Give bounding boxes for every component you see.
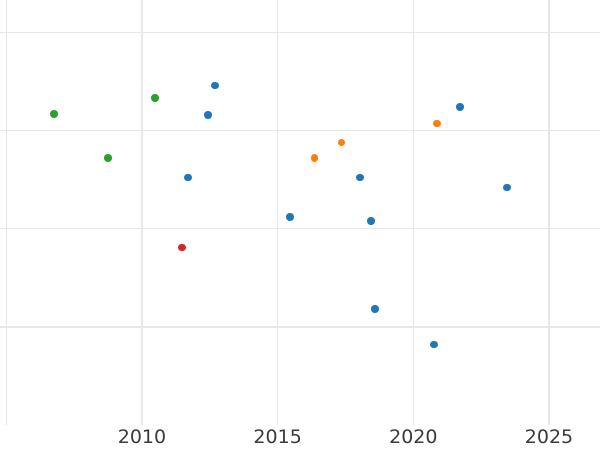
x-axis: 2010 2015 2020 2025 (0, 425, 600, 450)
data-point-blue-series (184, 173, 192, 182)
x-tick-label: 2010 (117, 426, 167, 448)
data-point-blue-series (503, 183, 511, 192)
gridline-horizontal (0, 129, 600, 132)
data-point-green-series (104, 154, 112, 162)
data-point-blue-series (456, 103, 464, 111)
data-point-blue-series (430, 340, 438, 349)
gridline-vertical (412, 0, 414, 425)
gridline-horizontal (0, 326, 600, 328)
plot-area (0, 0, 600, 425)
gridline-vertical (141, 0, 143, 425)
data-point-blue-series (371, 305, 379, 313)
data-point-blue-series (367, 217, 375, 225)
data-point-orange-series (433, 119, 441, 128)
data-point-blue-series (204, 111, 212, 119)
data-point-blue-series (211, 81, 219, 90)
data-point-red-series (178, 243, 186, 252)
data-point-blue-series (356, 173, 364, 182)
gridline-horizontal (0, 31, 600, 34)
x-tick-label: 2020 (389, 426, 438, 448)
data-point-green-series (151, 94, 159, 102)
data-point-green-series (50, 110, 58, 118)
data-point-blue-series (286, 213, 294, 221)
data-point-orange-series (337, 138, 346, 147)
gridline-vertical (548, 0, 550, 425)
x-tick-label: 2015 (253, 426, 302, 448)
gridline-horizontal (0, 227, 600, 230)
gridline-vertical (276, 0, 279, 425)
gridline-vertical (5, 0, 7, 425)
x-tick-label: 2025 (524, 426, 574, 448)
data-point-orange-series (310, 154, 319, 162)
